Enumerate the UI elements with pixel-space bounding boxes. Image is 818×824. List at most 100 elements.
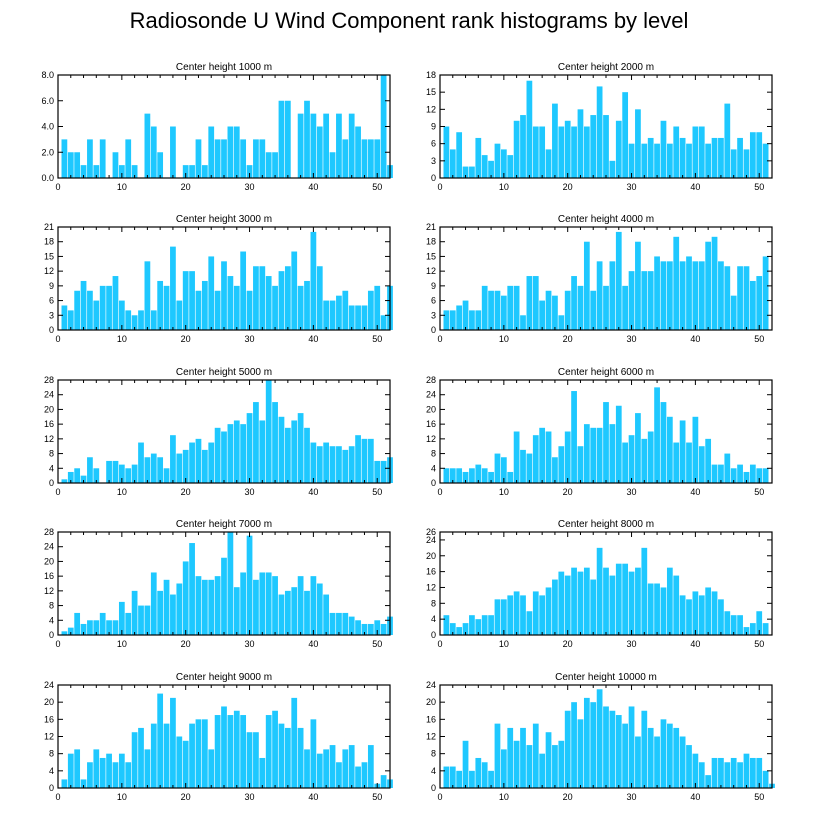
histogram-bar: [170, 246, 176, 330]
histogram-bar: [622, 723, 629, 789]
histogram-bar: [272, 576, 278, 635]
histogram-bar: [539, 427, 546, 483]
histogram-bar: [654, 143, 660, 178]
x-tick-label: 10: [117, 334, 127, 344]
histogram-bar: [654, 736, 660, 788]
histogram-bar: [469, 166, 475, 178]
histogram-panel: Center height 3000 m 0 10 20 30 40 50 0 3 6 9 12 15 1…: [44, 214, 393, 344]
histogram-bar: [361, 139, 368, 179]
histogram-bar: [170, 697, 176, 789]
x-tick-label: 10: [117, 639, 127, 649]
x-tick-label: 10: [117, 487, 127, 497]
histogram-bar: [647, 727, 654, 788]
y-tick-label: 6: [431, 296, 436, 306]
histogram-bar: [208, 442, 215, 483]
histogram-bar: [635, 413, 641, 483]
histogram-bar: [698, 261, 705, 330]
histogram-bar: [150, 126, 157, 178]
histogram-bar: [488, 160, 494, 178]
x-tick-label: 50: [372, 639, 382, 649]
histogram-bar: [118, 300, 125, 330]
y-tick-label: 16: [44, 419, 54, 429]
histogram-bar: [615, 715, 622, 788]
histogram-bar: [80, 623, 87, 635]
histogram-bar: [488, 471, 494, 483]
histogram-bar: [526, 453, 533, 483]
histogram-bar: [469, 468, 475, 483]
histogram-bar: [615, 563, 622, 635]
histogram-bar: [749, 280, 756, 330]
histogram-bar: [686, 143, 692, 178]
histogram-bar: [131, 732, 138, 788]
histogram-bar: [67, 471, 74, 483]
histogram-bar: [233, 710, 240, 788]
histogram-bar: [176, 453, 183, 483]
histogram-bar: [144, 113, 151, 179]
histogram-bar: [500, 749, 507, 789]
histogram-bar: [711, 236, 718, 330]
histogram-bar: [361, 305, 368, 330]
histogram-bar: [176, 736, 183, 788]
x-tick-label: 40: [690, 487, 700, 497]
histogram-bar: [150, 572, 157, 635]
histogram-bar: [227, 715, 234, 788]
histogram-bar: [323, 442, 330, 483]
histogram-bar: [93, 749, 100, 789]
histogram-bar: [304, 749, 310, 789]
y-tick-label: 16: [44, 571, 54, 581]
y-tick-label: 24: [426, 680, 436, 690]
histogram-bar: [718, 261, 724, 330]
histogram-bar: [552, 579, 558, 635]
histogram-bar: [246, 732, 253, 788]
histogram-bar: [469, 310, 475, 330]
x-tick-label: 20: [181, 792, 191, 802]
y-tick-label: 15: [426, 87, 436, 97]
histogram-bar: [673, 442, 680, 483]
histogram-bar: [660, 587, 667, 635]
histogram-bar: [195, 438, 202, 483]
histogram-bar: [87, 620, 93, 635]
histogram-bar: [157, 280, 164, 330]
y-tick-label: 12: [44, 586, 54, 596]
histogram-bar: [106, 460, 112, 483]
panel-title: Center height 5000 m: [176, 367, 272, 378]
histogram-bar: [227, 424, 234, 483]
histogram-bar: [698, 762, 705, 788]
histogram-bar: [246, 290, 253, 330]
y-tick-label: 12: [426, 732, 436, 742]
x-tick-label: 40: [308, 182, 318, 192]
histogram-bar: [163, 579, 170, 635]
x-tick-label: 30: [245, 487, 255, 497]
x-tick-label: 50: [754, 182, 764, 192]
histogram-bar: [201, 165, 208, 179]
histogram-bar: [456, 132, 463, 178]
histogram-bar: [74, 468, 81, 483]
histogram-bar: [449, 468, 456, 483]
histogram-bar: [488, 615, 494, 635]
panel-title: Center height 9000 m: [176, 672, 272, 683]
histogram-bar: [705, 241, 712, 330]
histogram-bar: [737, 615, 743, 635]
histogram-bar: [545, 732, 552, 788]
x-tick-label: 50: [754, 334, 764, 344]
histogram-bar: [208, 256, 215, 330]
histogram-bar: [654, 583, 660, 635]
y-tick-label: 8.0: [41, 70, 54, 80]
histogram-bar: [157, 457, 164, 483]
histogram-bar: [577, 109, 584, 178]
y-tick-label: 9: [49, 281, 54, 291]
histogram-bar: [195, 290, 202, 330]
histogram-bar: [138, 442, 144, 483]
histogram-bar: [456, 770, 463, 788]
histogram-bar: [189, 442, 195, 483]
y-tick-label: 0: [431, 783, 436, 793]
histogram-bar: [641, 547, 648, 635]
histogram-bar: [660, 719, 667, 788]
y-tick-label: 16: [426, 567, 436, 577]
histogram-bar: [284, 590, 291, 635]
histogram-bar: [609, 710, 616, 788]
histogram-bar: [443, 468, 450, 483]
histogram-bar: [227, 532, 234, 635]
histogram-bar: [494, 290, 501, 330]
histogram-panel: Center height 5000 m 0 10 20 30 40 50 0 4 8 12 16 20…: [44, 367, 393, 497]
